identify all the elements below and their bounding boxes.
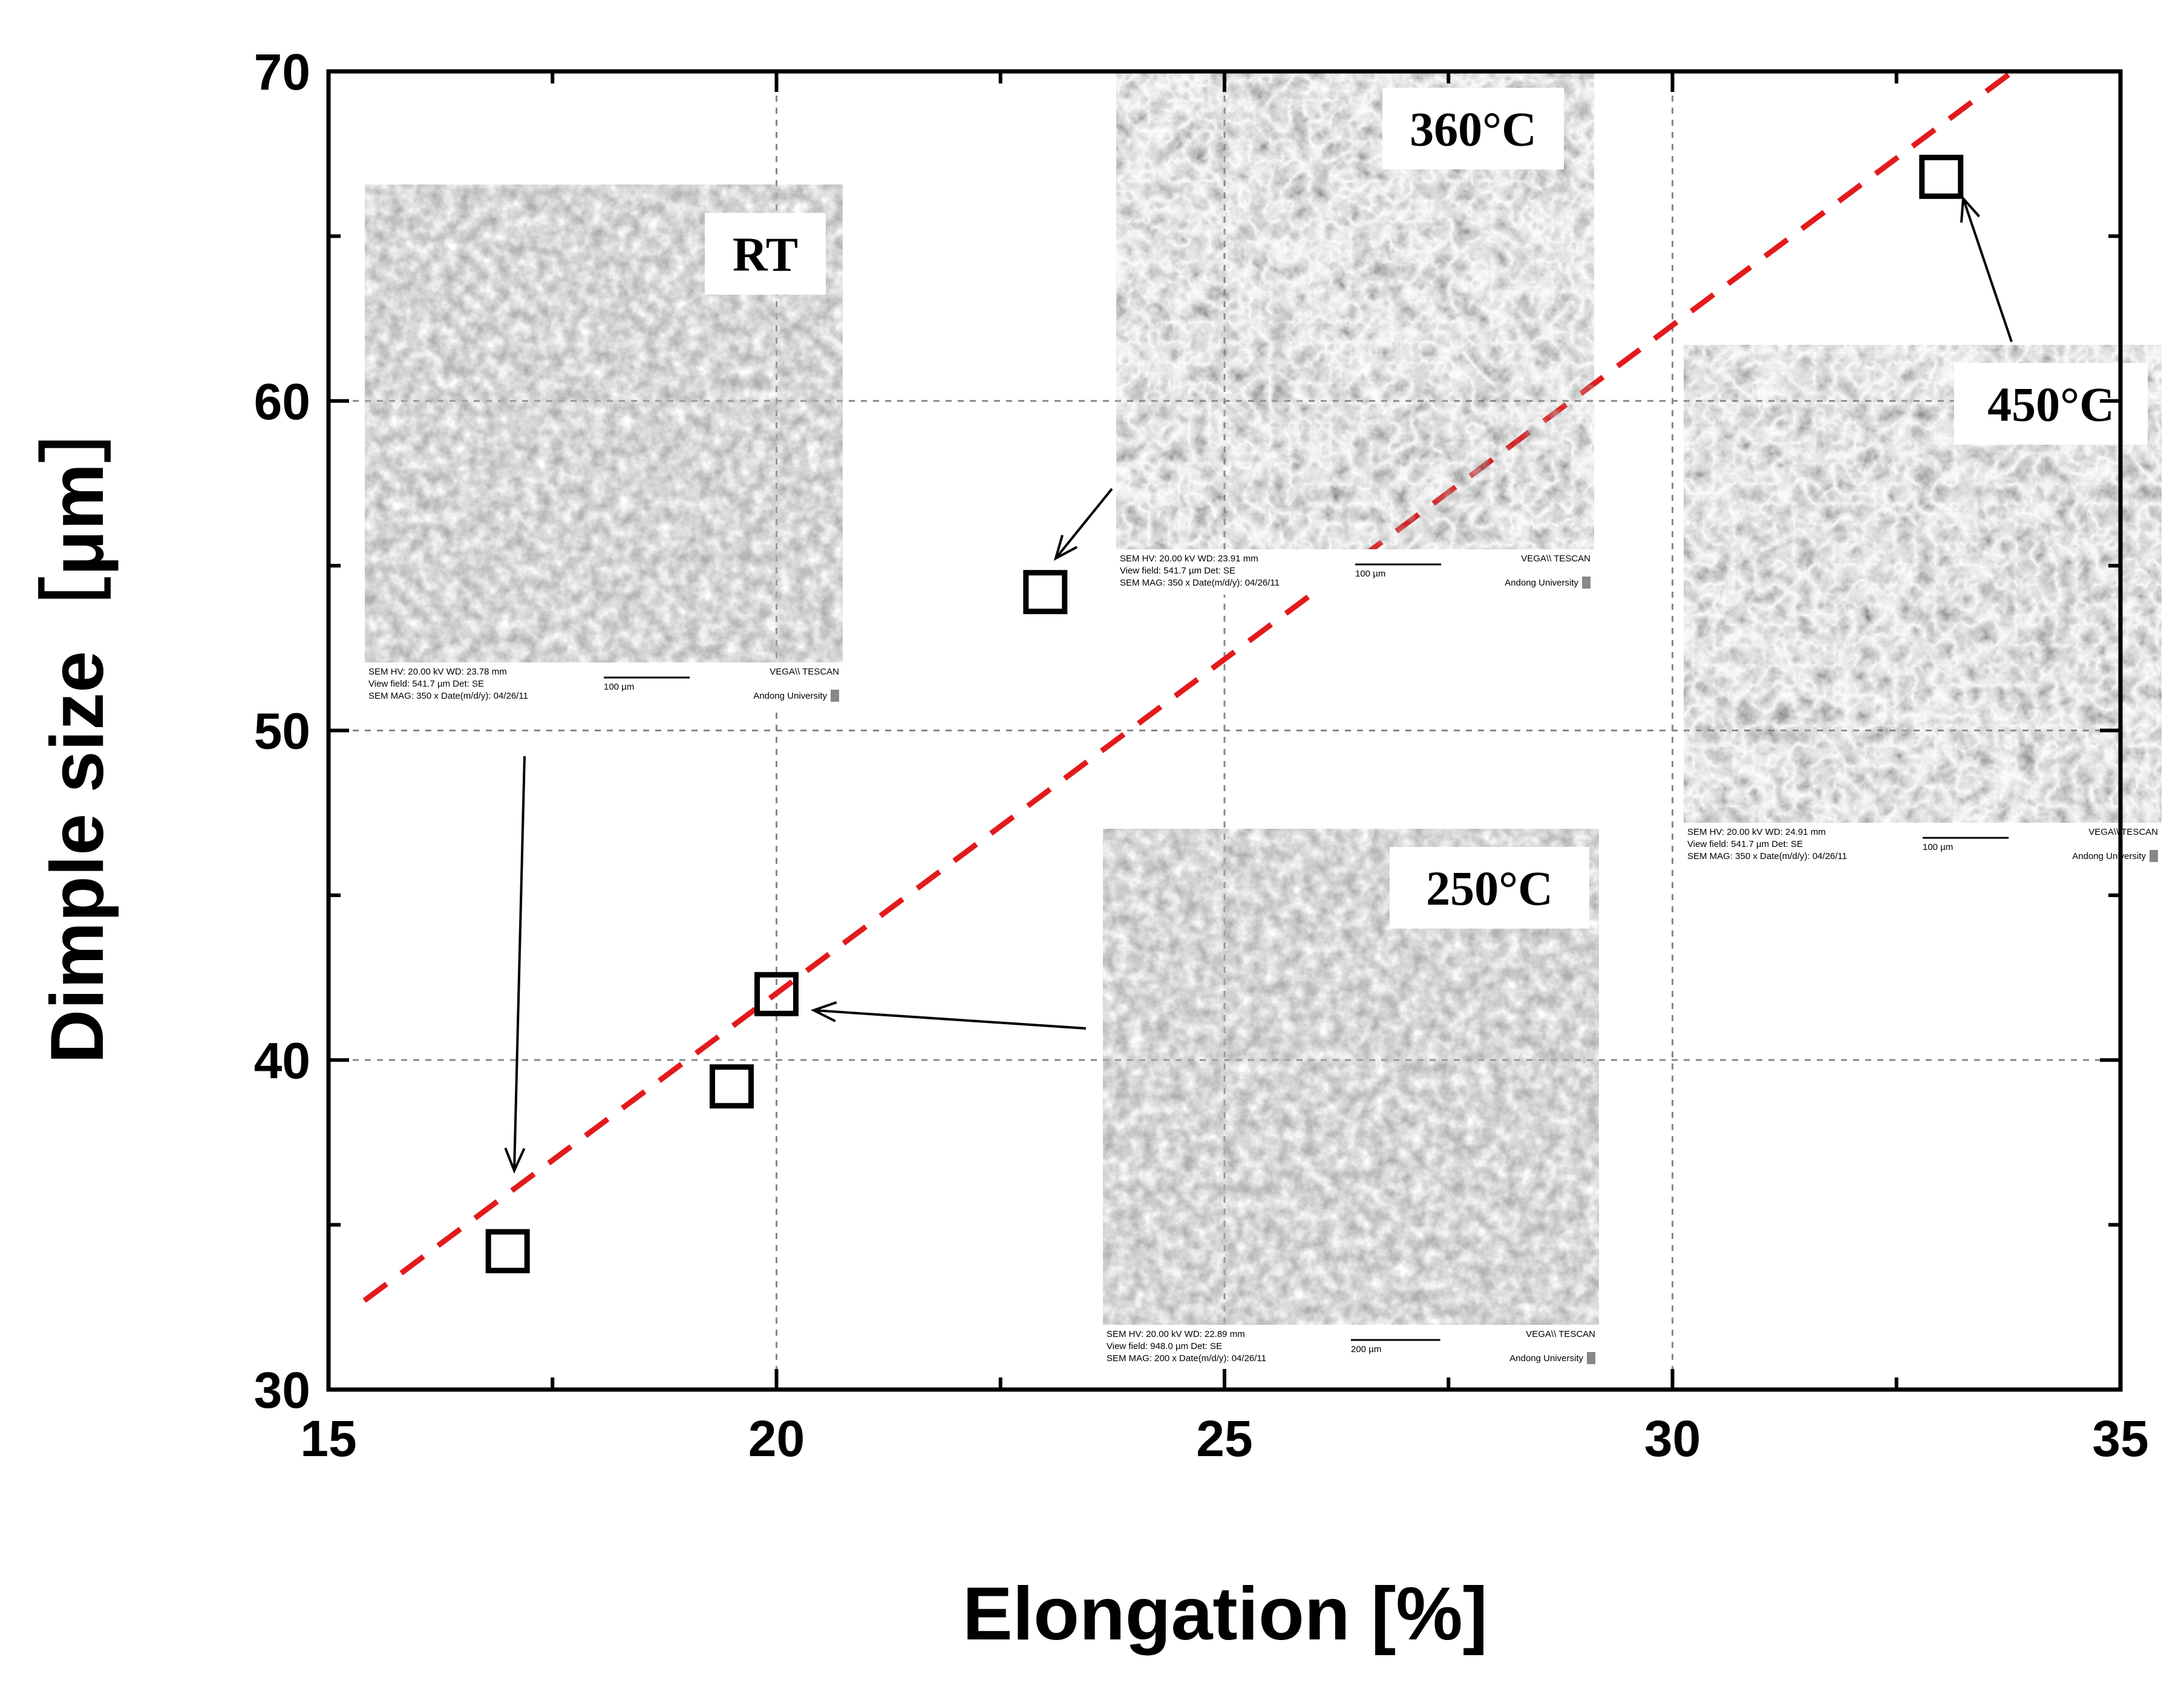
y-tick-label: 40 <box>254 1032 310 1089</box>
sem-logo-icon <box>1587 1352 1595 1364</box>
y-axis-title: Dimple size［μm］ <box>36 388 119 1064</box>
leader-arrow <box>1054 488 1113 560</box>
sem-scale-label: 200 µm <box>1351 1344 1381 1354</box>
sem-info-bar <box>1684 823 2162 868</box>
sem-insets: SEM HV: 20.00 kV WD: 23.78 mm View field:… <box>365 71 2162 1370</box>
inset-label-box <box>1954 363 2148 445</box>
trend-line <box>362 69 2015 1303</box>
sem-brand: VEGA\\ TESCAN <box>2088 827 2158 837</box>
sem-logo-icon <box>2150 850 2158 862</box>
sem-logo-icon <box>1582 577 1591 589</box>
sem-org: Andong University <box>1509 1353 1583 1364</box>
data-point <box>754 972 799 1016</box>
leader-arrow <box>513 756 526 1171</box>
sem-info-line: View field: 541.7 µm Det: SE <box>368 679 484 689</box>
sem-brand: VEGA\\ TESCAN <box>1526 1329 1595 1339</box>
sem-org: Andong University <box>1505 578 1578 588</box>
sem-org: Andong University <box>753 691 827 701</box>
leader-arrows <box>504 195 2013 1174</box>
sem-info-line: SEM MAG: 350 x Date(m/d/y): 04/26/11 <box>1120 578 1280 588</box>
sem-info-line: SEM HV: 20.00 kV WD: 22.89 mm <box>1107 1329 1245 1339</box>
sem-info-line: SEM MAG: 200 x Date(m/d/y): 04/26/11 <box>1107 1353 1266 1364</box>
data-point <box>1919 154 1964 199</box>
sem-info-line: SEM HV: 20.00 kV WD: 24.91 mm <box>1687 827 1826 837</box>
arrow-head <box>1053 535 1078 561</box>
data-point <box>1023 570 1068 615</box>
sem-brand: VEGA\\ TESCAN <box>770 667 839 677</box>
sem-logo-icon <box>831 690 839 702</box>
sem-info-bar <box>1116 549 1594 595</box>
trend-line-layer <box>362 69 2015 1303</box>
sem-scale-label: 100 µm <box>604 682 634 692</box>
inset-label: 450°C <box>1987 379 2114 432</box>
data-point <box>709 1064 754 1109</box>
axes: 15 20 25 30 35 30 40 50 60 70 <box>254 44 2149 1467</box>
x-tick-label: 30 <box>1644 1410 1701 1467</box>
sem-info-line: View field: 541.7 µm Det: SE <box>1120 566 1235 576</box>
sem-org: Andong University <box>2072 851 2146 861</box>
inset-label: 360°C <box>1410 103 1537 157</box>
x-tick-label: 35 <box>2092 1410 2148 1467</box>
sem-info-line: View field: 541.7 µm Det: SE <box>1687 839 1803 849</box>
sem-info-line: SEM HV: 20.00 kV WD: 23.78 mm <box>368 667 507 677</box>
x-axis-title: Elongation [%] <box>963 1572 1488 1656</box>
y-tick-label: 50 <box>254 703 310 760</box>
sem-inset-2: SEM HV: 20.00 kV WD: 23.91 mm View field:… <box>1116 71 1594 595</box>
sem-inset-4: SEM HV: 20.00 kV WD: 24.91 mm View field:… <box>1684 345 2162 868</box>
arrow-head <box>504 1148 526 1174</box>
x-tick-label: 20 <box>748 1410 805 1467</box>
inset-label-box <box>1390 847 1589 929</box>
sem-info-line: SEM MAG: 350 x Date(m/d/y): 04/26/11 <box>368 691 528 701</box>
sem-info-line: View field: 948.0 µm Det: SE <box>1107 1341 1222 1351</box>
sem-scale-label: 100 µm <box>1923 842 1953 852</box>
inset-label: 250°C <box>1426 863 1553 916</box>
data-point <box>485 1229 530 1273</box>
inset-label: RT <box>733 229 798 282</box>
x-tick-label: 15 <box>300 1410 356 1467</box>
sem-brand: VEGA\\ TESCAN <box>1521 554 1591 564</box>
x-tick-label: 25 <box>1196 1410 1252 1467</box>
inset-label-box <box>1382 88 1564 169</box>
y-tick-label: 70 <box>254 44 310 100</box>
inset-label-box <box>705 213 826 295</box>
y-tick-label: 60 <box>254 373 310 430</box>
leader-arrow <box>1962 198 2013 342</box>
sem-scale-label: 100 µm <box>1355 569 1385 579</box>
sem-info-line: SEM MAG: 350 x Date(m/d/y): 04/26/11 <box>1687 851 1847 861</box>
sem-info-line: SEM HV: 20.00 kV WD: 23.91 mm <box>1120 554 1258 564</box>
y-tick-label: 30 <box>254 1362 310 1419</box>
leader-arrow <box>813 1009 1087 1030</box>
sem-inset-1: SEM HV: 20.00 kV WD: 23.78 mm View field:… <box>365 185 843 708</box>
sem-info-bar <box>365 662 843 708</box>
sem-info-bar <box>1103 1325 1599 1370</box>
arrow-head <box>810 1001 837 1022</box>
data-points <box>485 154 1964 1273</box>
sem-inset-3: SEM HV: 20.00 kV WD: 22.89 mm View field:… <box>1103 829 1599 1370</box>
